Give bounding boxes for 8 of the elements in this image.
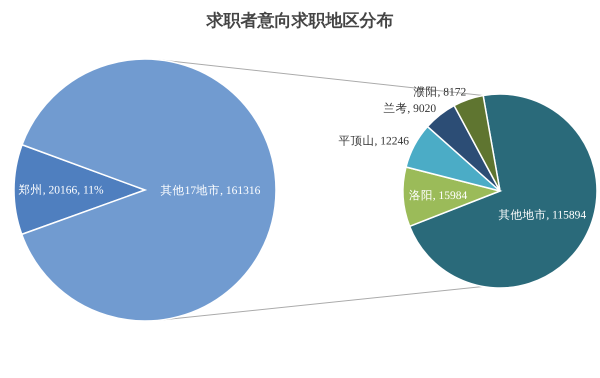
slice-label: 兰考, 9020 — [383, 101, 436, 116]
slice-label: 其他17地市, 161316 — [160, 183, 261, 198]
slice-label: 其他地市, 115894 — [498, 208, 586, 222]
slice-label: 洛阳, 15984 — [408, 188, 468, 202]
slice-label: 濮阳, 8172 — [414, 86, 467, 99]
slice-label: 郑州, 20166, 11% — [18, 184, 104, 197]
chart-title: 求职者意向求职地区分布 — [206, 11, 394, 30]
slice-label: 平顶山, 12246 — [338, 134, 410, 148]
